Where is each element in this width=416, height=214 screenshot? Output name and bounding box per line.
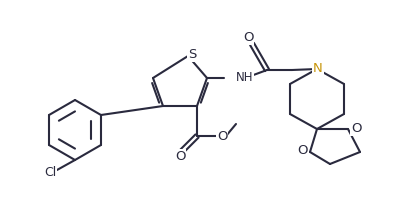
Text: O: O xyxy=(297,144,307,158)
Text: O: O xyxy=(243,31,253,43)
Text: O: O xyxy=(217,129,227,143)
Text: O: O xyxy=(175,150,185,163)
Text: NH: NH xyxy=(236,70,253,83)
Text: O: O xyxy=(351,122,361,135)
Text: S: S xyxy=(188,48,196,61)
Text: N: N xyxy=(313,61,323,74)
Text: Cl: Cl xyxy=(44,166,56,180)
